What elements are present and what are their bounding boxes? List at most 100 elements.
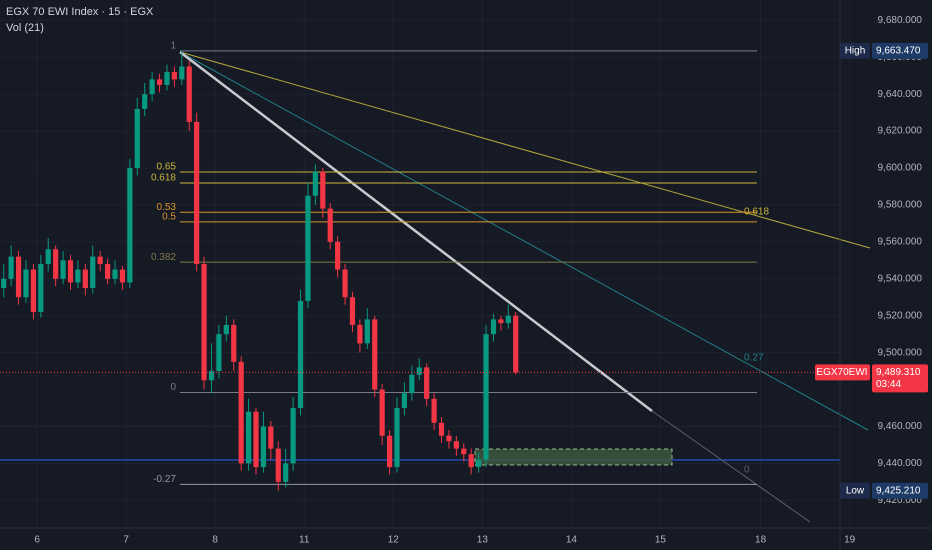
candle-body bbox=[186, 66, 192, 122]
candle-body bbox=[127, 168, 133, 283]
fib-label: -0.27 bbox=[153, 474, 176, 485]
candle-body bbox=[156, 79, 163, 85]
candle-body bbox=[119, 269, 126, 283]
candle-body bbox=[216, 334, 222, 372]
fib-label: 0 bbox=[170, 382, 176, 393]
candle-body bbox=[253, 411, 259, 468]
candle-body bbox=[171, 72, 177, 80]
candle-body bbox=[483, 334, 489, 460]
x-tick-label: 18 bbox=[755, 535, 767, 546]
price-tag: 9,489.310 bbox=[876, 367, 921, 378]
candle-body bbox=[372, 319, 378, 390]
candle-body bbox=[327, 208, 333, 242]
x-tick-label: 11 bbox=[299, 535, 310, 546]
candle-body bbox=[320, 171, 326, 209]
candle-body bbox=[386, 435, 393, 468]
candle-body bbox=[416, 367, 422, 375]
price-tag-bg bbox=[872, 364, 928, 393]
fib-label: 0.65 bbox=[157, 162, 177, 173]
candle-body bbox=[90, 256, 96, 288]
y-tick-label: 9,520.000 bbox=[878, 310, 923, 321]
candle-body bbox=[105, 264, 111, 279]
candle-body bbox=[446, 435, 452, 442]
fan-line bbox=[651, 410, 811, 523]
y-tick-label: 9,500.000 bbox=[878, 347, 923, 358]
candle-body bbox=[401, 393, 408, 408]
x-tick-label: 13 bbox=[477, 535, 489, 546]
price-tag-bg bbox=[872, 42, 928, 59]
candle-body bbox=[245, 411, 252, 464]
fib-label: 1 bbox=[170, 40, 176, 51]
candle-body bbox=[1, 278, 7, 288]
candle-body bbox=[60, 260, 66, 279]
fib-label: 0.5 bbox=[162, 212, 176, 223]
candle-body bbox=[364, 319, 370, 344]
x-tick-label: 7 bbox=[123, 535, 129, 546]
candle-body bbox=[223, 324, 229, 335]
candle-body bbox=[335, 241, 341, 270]
chart-subtitle: Vol (21) bbox=[6, 22, 44, 34]
candle-body bbox=[82, 269, 88, 288]
candle-body bbox=[67, 260, 74, 283]
candle-body bbox=[409, 374, 415, 394]
y-tick-label: 9,680.000 bbox=[878, 15, 923, 26]
candle-body bbox=[290, 408, 296, 464]
candle-body bbox=[45, 249, 51, 264]
y-tick-label: 9,560.000 bbox=[878, 236, 923, 247]
price-tag-name-bg bbox=[815, 364, 870, 381]
candle-body bbox=[23, 269, 29, 298]
candle-body bbox=[312, 171, 318, 196]
candle-body bbox=[431, 398, 437, 423]
candle-body bbox=[305, 195, 311, 301]
candle-body bbox=[461, 448, 467, 455]
candle-body bbox=[498, 319, 504, 324]
candle-body bbox=[349, 297, 356, 325]
x-tick-label: 6 bbox=[34, 535, 40, 546]
fan-line bbox=[179, 51, 869, 431]
candle-body bbox=[342, 269, 348, 298]
x-tick-label: 12 bbox=[388, 535, 400, 546]
candle-body bbox=[75, 269, 81, 283]
candle-body bbox=[453, 441, 459, 449]
chart-title: EGX 70 EWI Index · 15 · EGX bbox=[6, 6, 154, 18]
candle-body bbox=[490, 319, 497, 335]
x-tick-label: 14 bbox=[566, 535, 578, 546]
y-tick-label: 9,440.000 bbox=[878, 458, 923, 469]
candle-body bbox=[505, 315, 511, 324]
candle-body bbox=[297, 300, 304, 408]
candle-body bbox=[424, 367, 430, 399]
fan-label: 0.27 bbox=[744, 353, 764, 364]
zone-box bbox=[474, 448, 673, 466]
candle-body bbox=[268, 426, 274, 449]
candle-body bbox=[468, 454, 474, 468]
price-tag-name: EGX70EWI bbox=[816, 367, 867, 378]
candle-body bbox=[260, 426, 267, 468]
candle-body bbox=[283, 463, 289, 482]
price-tag: 9,663.470 bbox=[876, 45, 921, 56]
candle-body bbox=[357, 324, 363, 344]
candle-body bbox=[379, 389, 385, 436]
y-tick-label: 9,540.000 bbox=[878, 273, 923, 284]
candle-body bbox=[38, 264, 44, 312]
price-tag: 9,425.210 bbox=[876, 485, 921, 496]
fan-line bbox=[179, 51, 871, 249]
y-tick-label: 9,580.000 bbox=[878, 200, 923, 211]
grid bbox=[0, 0, 851, 528]
candle-body bbox=[112, 269, 118, 279]
price-tag-name: Low bbox=[846, 485, 865, 496]
trend-line bbox=[179, 51, 653, 412]
candle-body bbox=[8, 256, 14, 279]
drawings: 0.618 0.27 0 bbox=[0, 51, 871, 523]
candle-body bbox=[30, 269, 36, 312]
fib-label: 0.382 bbox=[151, 252, 176, 263]
candle-body bbox=[97, 256, 103, 264]
y-tick-label: 9,600.000 bbox=[878, 163, 923, 174]
y-tick-label: 9,460.000 bbox=[878, 421, 923, 432]
candle-body bbox=[394, 408, 400, 468]
countdown: 03:44 bbox=[876, 379, 901, 390]
candle-body bbox=[53, 249, 59, 279]
candle-body bbox=[194, 121, 200, 264]
fan-label: 0 bbox=[744, 465, 750, 476]
